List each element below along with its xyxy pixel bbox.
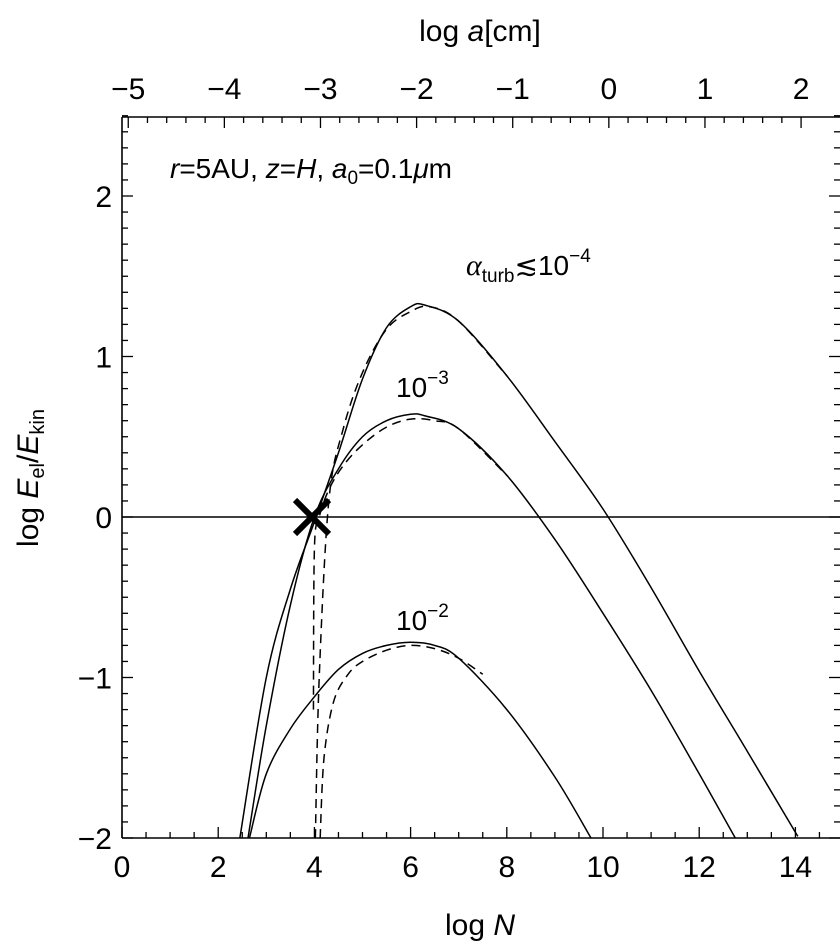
x-tick-label: 0: [114, 851, 131, 884]
top-tick-label: −4: [207, 73, 241, 106]
series-line-1e-2-solid: [248, 641, 592, 838]
y-tick-label: −1: [78, 663, 112, 696]
alpha-label-1e-3: 10−3: [396, 368, 449, 403]
alpha-label-1e-2: 10−2: [396, 601, 449, 636]
y-tick-label: −2: [78, 823, 112, 856]
top-tick-label: 0: [600, 73, 617, 106]
y-tick-label: 2: [95, 181, 112, 214]
y-axis-title: log Eel/Ekin: [12, 409, 49, 547]
series-line-1e-2-dashed: [319, 644, 484, 838]
alpha-label-1e-4: αturb≲10−4: [466, 246, 591, 287]
x-tick-label: 10: [586, 851, 619, 884]
x-tick-label: 12: [683, 851, 716, 884]
series-line-1e-3-solid: [247, 413, 736, 838]
y-tick-label: 0: [95, 502, 112, 535]
params-annotation: r=5AU, z=H, a0=0.1μm: [170, 153, 452, 189]
top-axis-title: log a[cm]: [419, 15, 541, 48]
top-tick-label: 1: [697, 73, 714, 106]
x-tick-label: 14: [779, 851, 812, 884]
top-tick-label: 2: [793, 73, 810, 106]
series-line-1e-4-dashed: [314, 305, 508, 838]
y-tick-label: 1: [95, 342, 112, 375]
x-tick-label: 2: [210, 851, 227, 884]
top-tick-label: −1: [496, 73, 530, 106]
x-tick-label: 4: [306, 851, 323, 884]
plot-frame: [121, 116, 840, 839]
x-axis-title: log N: [445, 909, 515, 942]
top-tick-label: −3: [303, 73, 337, 106]
x-tick-label: 8: [498, 851, 515, 884]
top-tick-label: −5: [111, 73, 145, 106]
series-line-1e-3-dashed: [312, 417, 508, 710]
x-tick-label: 6: [402, 851, 419, 884]
cross-marker: [292, 497, 332, 537]
series-line-1e-4-solid: [239, 302, 799, 838]
top-tick-label: −2: [399, 73, 433, 106]
axis-ticks: [121, 115, 840, 839]
marker-group: [292, 497, 332, 537]
series-lines: [239, 302, 799, 838]
